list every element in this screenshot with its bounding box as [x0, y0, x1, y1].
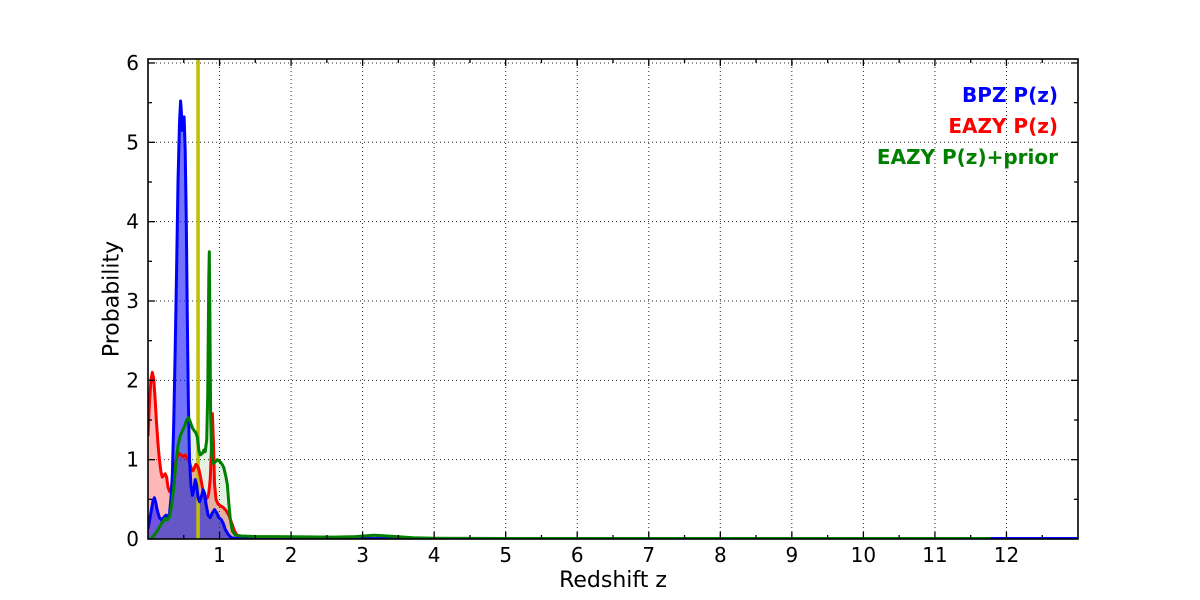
- y-tick-label: 0: [126, 527, 139, 551]
- x-tick-label: 7: [642, 543, 655, 567]
- y-tick-label: 4: [126, 210, 139, 234]
- curves-group: [148, 59, 1078, 539]
- legend-entry-eazy-prior: EAZY P(z)+prior: [876, 145, 1058, 169]
- x-tick-label: 3: [356, 543, 369, 567]
- x-tick-label: 2: [285, 543, 298, 567]
- y-tick-label: 6: [126, 51, 139, 75]
- legend: BPZ P(z) EAZY P(z) EAZY P(z)+prior: [877, 80, 1058, 173]
- x-tick-label: 4: [428, 543, 441, 567]
- curve-eazy-p-z-prior: [149, 250, 991, 539]
- curve-bpz-p-z-: [148, 99, 1078, 539]
- y-tick-label: 3: [126, 289, 139, 313]
- x-tick-label: 11: [922, 543, 947, 567]
- y-axis-label: Probability: [99, 240, 125, 358]
- area-eazy-p-z-: [148, 372, 1078, 539]
- x-tick-label: 1: [213, 543, 226, 567]
- curve-eazy-p-z-: [148, 370, 1078, 539]
- legend-entry-bpz: BPZ P(z): [962, 83, 1058, 107]
- x-tick-label: 6: [571, 543, 584, 567]
- x-tick-label: 8: [714, 543, 727, 567]
- x-tick-label: 10: [851, 543, 876, 567]
- y-tick-label: 2: [126, 368, 139, 392]
- x-tick-label: 9: [785, 543, 798, 567]
- area-eazy-p-z-prior: [150, 251, 991, 539]
- y-tick-label: 5: [126, 130, 139, 154]
- x-axis-label: Redshift z: [559, 568, 667, 593]
- x-tick-label: 5: [499, 543, 512, 567]
- x-tick-label: 12: [994, 543, 1019, 567]
- legend-entry-eazy: EAZY P(z): [948, 114, 1058, 138]
- y-tick-label: 1: [126, 448, 139, 472]
